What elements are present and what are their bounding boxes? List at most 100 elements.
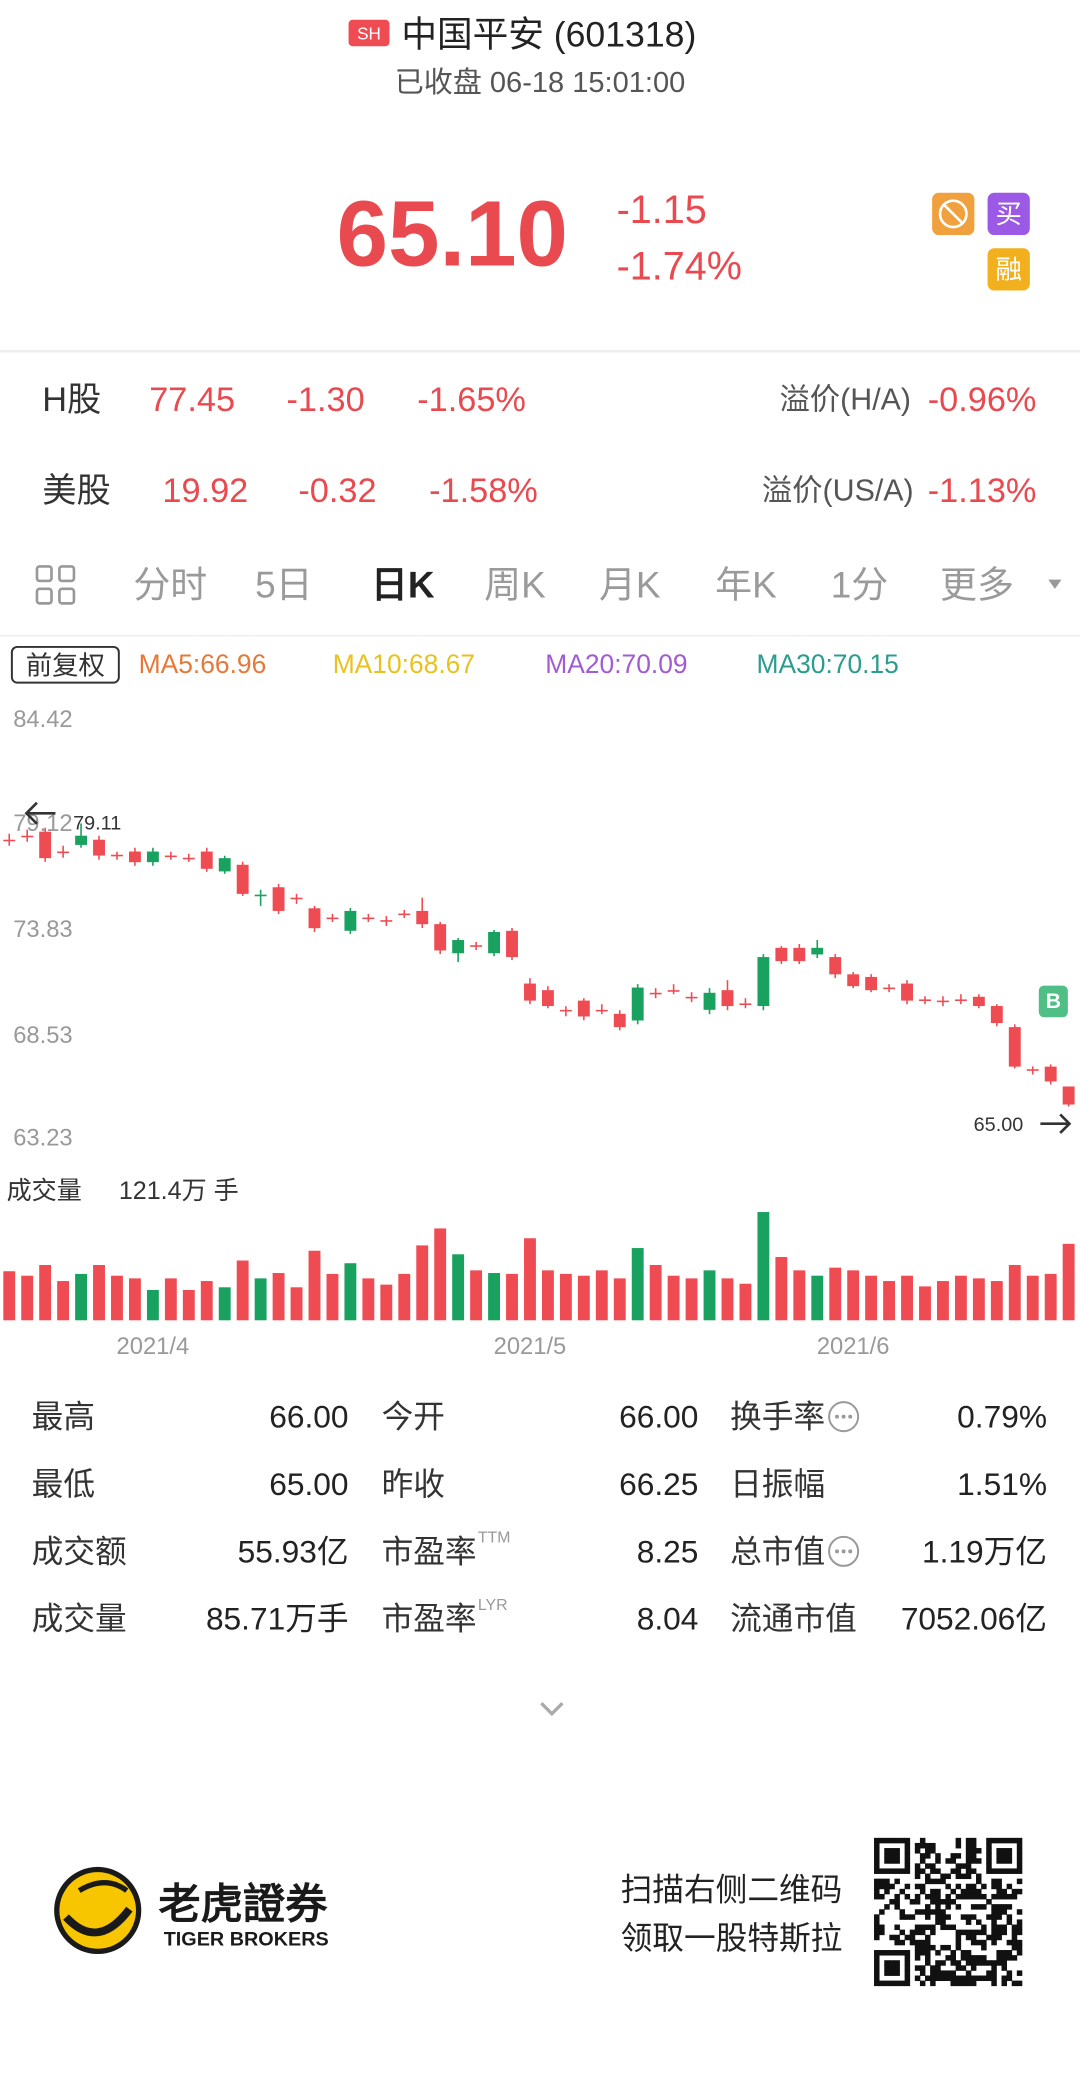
- qr-module: [976, 1848, 982, 1854]
- qr-module: [1016, 1970, 1023, 1976]
- volume-bar: [272, 1273, 285, 1321]
- icon-cell: [35, 565, 53, 583]
- qr-module: [945, 1944, 951, 1951]
- qr-module: [970, 1975, 977, 1982]
- expand-chevron[interactable]: [540, 1702, 564, 1717]
- qr-module: [935, 1914, 941, 1920]
- info-icon[interactable]: [828, 1401, 860, 1433]
- candle-body: [595, 1009, 608, 1012]
- qr-module: [889, 1950, 895, 1956]
- last-price: 65.10: [337, 182, 568, 286]
- qr-module: [1016, 1837, 1023, 1844]
- qr-module: [884, 1883, 890, 1890]
- candle-body: [847, 974, 860, 987]
- tab[interactable]: 分时: [133, 564, 207, 605]
- candle-body: [685, 996, 698, 999]
- qr-module: [914, 1863, 921, 1869]
- qr-module: [940, 1873, 946, 1880]
- qr-module: [930, 1848, 936, 1854]
- qr-module: [884, 1960, 890, 1966]
- candle-body: [937, 1000, 949, 1003]
- qr-module: [894, 1858, 900, 1864]
- qr-module: [1006, 1858, 1013, 1864]
- qr-module: [981, 1955, 987, 1961]
- qr-module: [935, 1904, 941, 1910]
- buy-badge-bg[interactable]: [987, 192, 1030, 236]
- qr-module: [899, 1914, 906, 1920]
- premium-value: -0.96%: [928, 381, 1037, 419]
- qr-module: [879, 1909, 885, 1915]
- qr-module: [970, 1888, 977, 1895]
- qr-module: [930, 1924, 936, 1931]
- qr-module: [986, 1863, 992, 1869]
- ma-legend: MA30:70.15: [757, 649, 899, 679]
- margin-badge-bg[interactable]: [987, 248, 1030, 291]
- qr-module: [894, 1980, 900, 1987]
- adjust-box[interactable]: [10, 645, 120, 684]
- info-icon-dot: [835, 1414, 840, 1419]
- qr-module: [970, 1934, 977, 1941]
- tab[interactable]: 月K: [599, 564, 661, 605]
- qr-module: [965, 1980, 972, 1987]
- qr-module: [894, 1837, 900, 1844]
- tab[interactable]: 周K: [484, 564, 546, 605]
- stat-value: 8.25: [637, 1533, 699, 1569]
- qr-module: [996, 1837, 1002, 1844]
- qr-module: [894, 1878, 900, 1885]
- qr-module: [965, 1914, 972, 1920]
- qr-module: [970, 1837, 977, 1844]
- qr-module: [884, 1888, 890, 1895]
- qr-module: [935, 1950, 941, 1956]
- premium-value: -1.13%: [928, 472, 1037, 510]
- qr-module: [879, 1893, 885, 1900]
- stat-value: 66.00: [619, 1399, 698, 1435]
- info-icon[interactable]: [828, 1535, 860, 1567]
- qr-module: [1001, 1950, 1008, 1956]
- x-tick-label: 2021/4: [117, 1333, 190, 1360]
- qr-module: [976, 1888, 982, 1895]
- info-icon-dot: [835, 1549, 840, 1554]
- qr-module: [925, 1924, 931, 1931]
- qr-module: [889, 1883, 895, 1890]
- layout-icon[interactable]: [35, 565, 76, 605]
- low-arrow: [1040, 1113, 1072, 1134]
- qr-module: [955, 1934, 962, 1941]
- stats-table: 最高 66.00 今开 66.00 换手率 0.79% 最低 65.00 昨收 66.25 日振幅 1…: [32, 1399, 1047, 1637]
- tab[interactable]: 更多: [940, 564, 1014, 605]
- qr-module: [899, 1909, 906, 1915]
- qr-module: [930, 1970, 936, 1976]
- qr-module: [1006, 1868, 1013, 1874]
- volume-bar: [434, 1228, 447, 1321]
- more-caret[interactable]: [1048, 579, 1062, 589]
- qr-module: [950, 1955, 957, 1961]
- qr-module: [889, 1960, 895, 1966]
- tab[interactable]: 日K: [371, 564, 435, 605]
- volume-bar: [990, 1281, 1003, 1321]
- qr-module: [955, 1939, 962, 1946]
- qr-module: [986, 1868, 992, 1874]
- volume-bar: [326, 1273, 339, 1321]
- qr-module: [981, 1883, 987, 1890]
- qr-module: [909, 1914, 916, 1920]
- qr-module: [955, 1853, 962, 1859]
- qr-module: [914, 1868, 921, 1874]
- qr-module: [874, 1914, 880, 1920]
- qr-module: [945, 1914, 951, 1920]
- qr-module: [986, 1837, 992, 1844]
- qr-module: [889, 1853, 895, 1859]
- qr-module: [889, 1858, 895, 1864]
- tab[interactable]: 5日: [255, 564, 313, 605]
- tab[interactable]: 年K: [715, 564, 777, 605]
- qr-module: [925, 1950, 931, 1956]
- price-change: -1.15: [617, 188, 707, 232]
- qr-module: [914, 1924, 921, 1931]
- qr-module: [981, 1944, 987, 1951]
- qr-module: [919, 1853, 926, 1859]
- qr-module: [1006, 1919, 1013, 1925]
- qr-module: [945, 1955, 951, 1961]
- qr-module: [919, 1883, 926, 1890]
- tab[interactable]: 1分: [831, 564, 889, 605]
- qr-module: [914, 1899, 921, 1905]
- qr-module: [899, 1929, 906, 1936]
